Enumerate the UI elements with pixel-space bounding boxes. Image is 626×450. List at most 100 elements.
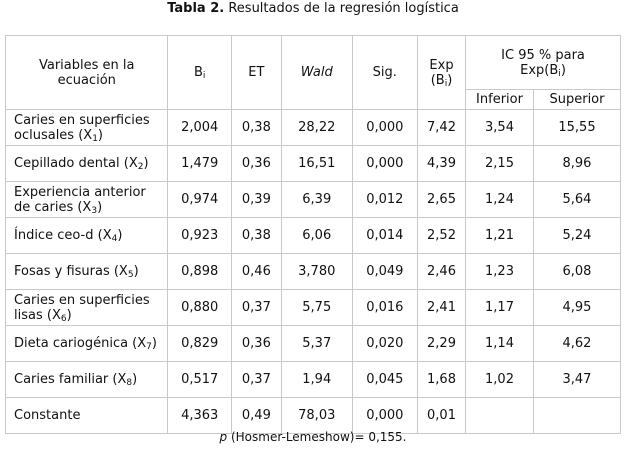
cell-et: 0,36 — [231, 326, 282, 362]
cell-wald: 6,39 — [281, 182, 353, 218]
variable-name: Dieta cariogénica (X — [14, 336, 147, 351]
caption-text: Resultados de la regresión logística — [224, 1, 459, 16]
cell-exp: 1,68 — [417, 362, 467, 398]
table-row: Caries en superficies lisas (X6) 0,880 0,3… — [6, 290, 621, 326]
cell-superior: 5,24 — [533, 218, 621, 254]
header-exp-sub: i — [444, 78, 448, 89]
cell-b: 0,829 — [168, 326, 232, 362]
cell-sig: 0,016 — [352, 290, 418, 326]
cell-b: 4,363 — [168, 398, 232, 434]
variable-subscript: 7 — [146, 342, 152, 352]
table-row: Índice ceo-d (X4) 0,923 0,38 6,06 0,014 2,52 1… — [6, 218, 621, 254]
header-wald: Wald — [281, 36, 353, 110]
cell-b: 0,880 — [168, 290, 232, 326]
cell-et: 0,36 — [231, 146, 282, 182]
cell-sig: 0,000 — [352, 398, 418, 434]
variable-subscript: 8 — [126, 378, 133, 388]
caption-label: Tabla 2. — [167, 1, 225, 16]
cell-wald: 1,94 — [281, 362, 353, 398]
header-exp-paren: (B — [430, 72, 445, 88]
table-row: Caries familiar (X8) 0,517 0,37 1,94 0,045 1,… — [6, 362, 621, 398]
variable-close: ) — [151, 336, 157, 351]
cell-superior: 8,96 — [533, 146, 621, 182]
cell-superior: 4,95 — [533, 290, 621, 326]
header-superior: Superior — [533, 90, 621, 110]
cell-et: 0,37 — [231, 290, 282, 326]
cell-variable: Cepillado dental (X2) — [6, 146, 169, 182]
variable-name: Índice ceo-d (X — [14, 228, 112, 243]
variable-subscript: 5 — [127, 270, 134, 280]
cell-wald: 28,22 — [281, 110, 353, 146]
variable-close: ) — [66, 307, 72, 323]
header-exp-text: Exp — [429, 57, 454, 73]
header-ic-close: ) — [560, 62, 566, 78]
regression-table: Variables en la ecuación Bi ET Wald Sig.… — [5, 35, 621, 434]
cell-superior: 5,64 — [533, 182, 621, 218]
variable-close: ) — [143, 156, 149, 171]
variable-name: Caries en superficies oclusales (X — [14, 112, 150, 143]
header-exp-close: ) — [447, 72, 453, 88]
cell-variable: Caries en superficies oclusales (X1) — [6, 110, 169, 146]
cell-inferior: 2,15 — [466, 146, 534, 182]
cell-wald: 5,75 — [281, 290, 353, 326]
cell-exp: 2,41 — [417, 290, 467, 326]
table-row: Fosas y fisuras (X5) 0,898 0,46 3,780 0,049 2… — [6, 254, 621, 290]
header-ic: IC 95 % para Exp(Bi) — [466, 36, 621, 90]
cell-variable: Índice ceo-d (X4) — [6, 218, 169, 254]
cell-inferior: 1,02 — [466, 362, 534, 398]
table-row: Caries en superficies oclusales (X1) 2,00… — [6, 110, 621, 146]
header-variables: Variables en la ecuación — [6, 36, 169, 110]
cell-sig: 0,000 — [352, 110, 418, 146]
cell-et: 0,46 — [231, 254, 282, 290]
variable-name: Caries en superficies lisas (X — [14, 292, 150, 323]
cell-et: 0,38 — [231, 110, 282, 146]
cell-superior — [533, 398, 621, 434]
header-b: Bi — [168, 36, 232, 110]
cell-variable: Fosas y fisuras (X5) — [6, 254, 169, 290]
cell-sig: 0,020 — [352, 326, 418, 362]
header-exp: Exp (Bi) — [417, 36, 467, 110]
cell-superior: 15,55 — [533, 110, 621, 146]
variable-subscript: 3 — [91, 205, 98, 216]
variable-name: Fosas y fisuras (X — [14, 264, 128, 279]
cell-sig: 0,000 — [352, 146, 418, 182]
cell-exp: 4,39 — [417, 146, 467, 182]
cell-superior: 6,08 — [533, 254, 621, 290]
cell-exp: 2,52 — [417, 218, 467, 254]
header-b-text: B — [193, 65, 203, 80]
footnote: p (Hosmer-Lemeshow)= 0,155. — [0, 430, 626, 444]
cell-b: 2,004 — [168, 110, 232, 146]
header-b-sub: i — [202, 71, 206, 81]
table-row: Experiencia anterior de caries (X3) 0,974… — [6, 182, 621, 218]
cell-inferior: 3,54 — [466, 110, 534, 146]
footnote-text: (Hosmer-Lemeshow)= 0,155. — [227, 430, 407, 444]
cell-et: 0,49 — [231, 398, 282, 434]
cell-inferior — [466, 398, 534, 434]
cell-wald: 16,51 — [281, 146, 353, 182]
cell-et: 0,38 — [231, 218, 282, 254]
variable-close: ) — [132, 372, 138, 387]
cell-et: 0,37 — [231, 362, 282, 398]
table-row: Dieta cariogénica (X7) 0,829 0,36 5,37 0,020… — [6, 326, 621, 362]
cell-exp: 2,65 — [417, 182, 467, 218]
cell-inferior: 1,24 — [466, 182, 534, 218]
cell-superior: 4,62 — [533, 326, 621, 362]
variable-close: ) — [97, 199, 103, 215]
header-ic-line2: Exp(B — [520, 62, 559, 78]
cell-wald: 5,37 — [281, 326, 353, 362]
variable-name: Cepillado dental (X — [14, 156, 138, 171]
cell-exp: 0,01 — [417, 398, 467, 434]
header-ic-sub: i — [558, 68, 561, 79]
cell-et: 0,39 — [231, 182, 282, 218]
cell-sig: 0,014 — [352, 218, 418, 254]
variable-subscript: 4 — [111, 234, 118, 244]
cell-variable: Caries en superficies lisas (X6) — [6, 290, 169, 326]
footnote-p: p — [219, 430, 228, 444]
header-et: ET — [231, 36, 282, 110]
cell-exp: 2,46 — [417, 254, 467, 290]
cell-superior: 3,47 — [533, 362, 621, 398]
table-caption: Tabla 2. Resultados de la regresión logí… — [0, 0, 626, 22]
cell-b: 0,974 — [168, 182, 232, 218]
variable-name: Caries familiar (X — [14, 372, 127, 387]
cell-inferior: 1,21 — [466, 218, 534, 254]
